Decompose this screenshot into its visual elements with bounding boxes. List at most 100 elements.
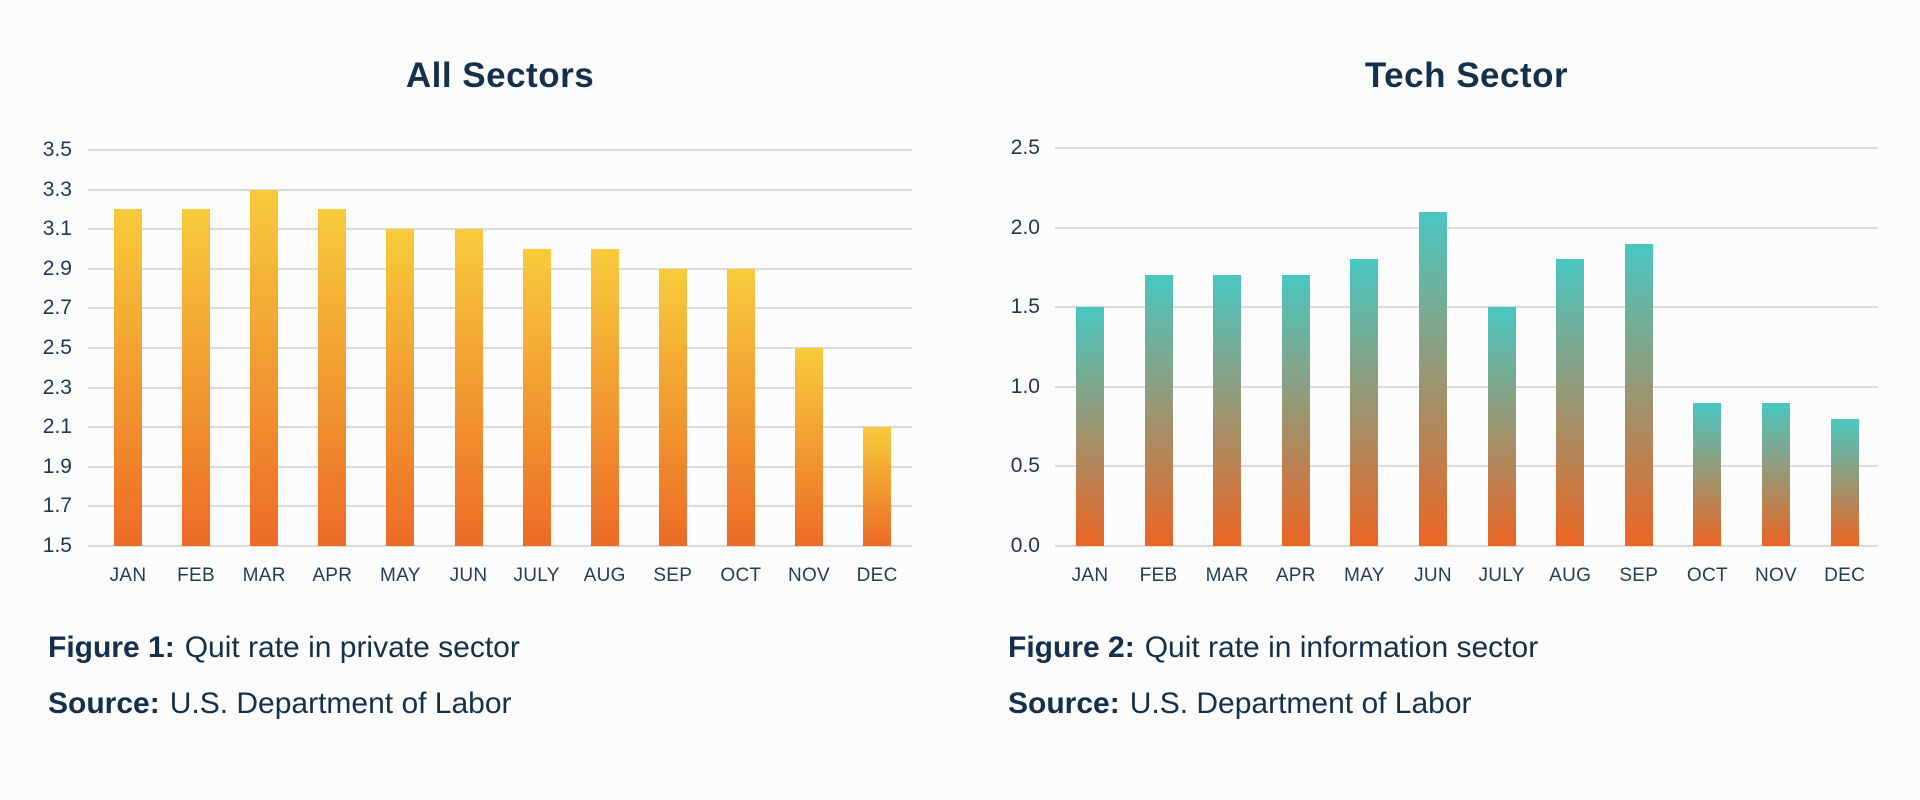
x-axis-label: MAR [1205, 565, 1249, 586]
y-axis-tick-label: 1.5 [1010, 295, 1040, 319]
x-axis-label: APR [1275, 565, 1316, 586]
y-axis-tick-label: 2.9 [42, 256, 72, 280]
bar-oct [1693, 402, 1722, 546]
y-axis-tick-label: 2.7 [42, 296, 72, 320]
gridline [1055, 306, 1878, 309]
bar-sep [1624, 243, 1653, 546]
figure-caption: Figure 2: Quit rate in information sector [1008, 620, 1888, 676]
bar-dec [863, 427, 892, 546]
y-axis-tick-label: 2.5 [1010, 136, 1040, 159]
bar-july [522, 249, 551, 546]
bar-nov [795, 348, 823, 546]
figure-caption-text: Quit rate in information sector [1144, 631, 1539, 664]
y-axis-tick-label: 2.1 [42, 415, 72, 439]
bar-dec [1830, 418, 1859, 546]
gridline [1055, 465, 1878, 468]
source-caption: Source: U.S. Department of Labor [48, 676, 928, 732]
bar-jun [1419, 211, 1447, 546]
source-caption-label: Source: [1008, 687, 1120, 720]
x-axis-label: JUN [1414, 565, 1452, 586]
x-axis-label: APR [312, 565, 353, 586]
source-caption-label: Source: [48, 687, 160, 720]
gridline [88, 386, 912, 389]
chart-title: All Sectors [405, 56, 595, 95]
x-axis-label: JUN [449, 565, 488, 586]
chart-title: Tech Sector [1364, 56, 1569, 95]
gridline [1055, 147, 1878, 149]
x-axis-label: DEC [1824, 565, 1866, 586]
gridline [88, 347, 912, 349]
gridline [88, 267, 912, 270]
y-axis-tick-label: 1.5 [42, 534, 72, 557]
figure-caption-label: Figure 2: [1008, 631, 1135, 664]
caption-block: Figure 1: Quit rate in private sector Sou… [48, 620, 928, 732]
x-axis-label: JULY [1478, 565, 1525, 586]
y-axis-tick-label: 1.7 [42, 494, 72, 518]
gridline [88, 149, 912, 151]
figure-caption-label: Figure 1: [48, 631, 175, 664]
x-axis-label: OCT [720, 565, 762, 586]
x-axis-label: MAY [380, 565, 421, 586]
gridline [1055, 385, 1878, 388]
chart-all-sectors: All Sectors 3.5 3.3 3.1 2.9 2.7 2.5 2.3 2.1 1.9 1… [0, 0, 960, 732]
caption-block: Figure 2: Quit rate in information sector… [1008, 620, 1888, 732]
bar-aug [1556, 259, 1585, 546]
x-axis-label: NOV [1754, 565, 1798, 586]
bar-jan [1076, 307, 1104, 546]
bar-jan [114, 209, 142, 546]
x-axis-label: DEC [856, 565, 898, 586]
y-axis-tick-label: 3.1 [42, 217, 72, 241]
bar-jun [454, 229, 483, 546]
gridline [88, 426, 912, 429]
gridline [1055, 545, 1878, 547]
bar-sep [658, 268, 687, 546]
bar-nov [1762, 402, 1790, 546]
y-axis-tick-label: 0.0 [1010, 534, 1040, 557]
x-axis-label: FEB [177, 565, 216, 586]
y-axis-tick-label: 3.3 [42, 177, 72, 201]
y-axis-tick-label: 2.3 [42, 375, 72, 399]
bar-apr [318, 209, 347, 546]
bar-feb [182, 209, 211, 546]
source-caption-text: U.S. Department of Labor [1129, 687, 1472, 720]
gridline [88, 228, 912, 231]
bar-may [386, 229, 415, 546]
bar-mar [250, 189, 279, 546]
gridline [88, 465, 912, 468]
bar-may [1350, 259, 1379, 546]
plot-area: 3.5 3.3 3.1 2.9 2.7 2.5 2.3 2.1 1.9 1.7 1.5 JAN FEB M… [0, 0, 960, 620]
y-axis-tick-label: 1.0 [1010, 374, 1040, 398]
bar-mar [1213, 275, 1242, 546]
x-axis-label: JAN [1071, 565, 1109, 586]
figure-caption-text: Quit rate in private sector [184, 631, 520, 664]
y-axis-tick-label: 2.0 [1010, 215, 1040, 239]
x-axis-label: NOV [787, 565, 831, 586]
source-caption-text: U.S. Department of Labor [169, 687, 512, 720]
y-axis-tick-label: 3.5 [42, 138, 72, 161]
gridline [88, 188, 912, 191]
y-axis-tick-label: 2.5 [42, 336, 72, 359]
x-axis-label: SEP [653, 565, 693, 586]
bar-oct [726, 268, 755, 546]
gridline [88, 545, 912, 547]
x-axis-label: JAN [109, 565, 147, 586]
x-axis-label: MAY [1344, 565, 1385, 586]
y-axis-tick-label: 0.5 [1010, 454, 1040, 478]
plot-area: 2.5 2.0 1.5 1.0 0.5 0.0 JAN FEB MAR APR MAY JUN JULY… [960, 0, 1920, 620]
bar-apr [1281, 275, 1310, 546]
y-axis-tick-label: 1.9 [42, 454, 72, 478]
x-axis-label: AUG [1549, 565, 1592, 586]
gridline [88, 505, 912, 508]
source-caption: Source: U.S. Department of Labor [1008, 676, 1888, 732]
x-axis-label: JULY [513, 565, 560, 586]
bar-aug [590, 249, 619, 546]
figure-caption: Figure 1: Quit rate in private sector [48, 620, 928, 676]
bar-feb [1144, 275, 1173, 546]
chart-tech-sector: Tech Sector 2.5 2.0 1.5 1.0 0.5 0.0 JAN FEB MAR A… [960, 0, 1920, 800]
x-axis-label: MAR [242, 565, 286, 586]
gridline [88, 307, 912, 310]
x-axis-label: FEB [1139, 565, 1178, 586]
bar-july [1487, 307, 1516, 546]
x-axis-label: OCT [1686, 565, 1728, 586]
x-axis-label: SEP [1619, 565, 1659, 586]
